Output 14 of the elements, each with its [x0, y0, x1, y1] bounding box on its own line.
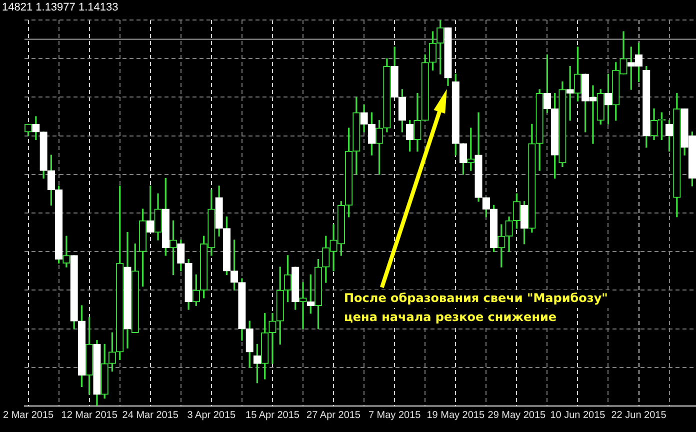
annotation: После образования свечи "Марибозу" цена начала резкое снижение — [344, 291, 608, 324]
x-tick-label: 2 Mar 2015 — [2, 410, 54, 421]
x-tick-label: 22 Jun 2015 — [611, 410, 667, 421]
text: 14821 1.13977 1.14133 — [2, 2, 118, 14]
x-tick-label: 3 Apr 2015 — [187, 410, 236, 421]
x-tick-label: 27 Apr 2015 — [306, 410, 361, 421]
candlestick — [299, 282, 307, 330]
x-tick-label: 15 Apr 2015 — [246, 410, 300, 421]
x-tick-label: 24 Mar 2015 — [122, 410, 179, 421]
x-tick-label: 7 May 2015 — [368, 410, 422, 421]
x-tick-label: 19 May 2015 — [426, 410, 485, 421]
x-tick-label: 29 May 2015 — [488, 410, 546, 421]
x-tick-label: 10 Jun 2015 — [550, 410, 606, 421]
x-tick-label: 12 Mar 2015 — [61, 410, 118, 421]
